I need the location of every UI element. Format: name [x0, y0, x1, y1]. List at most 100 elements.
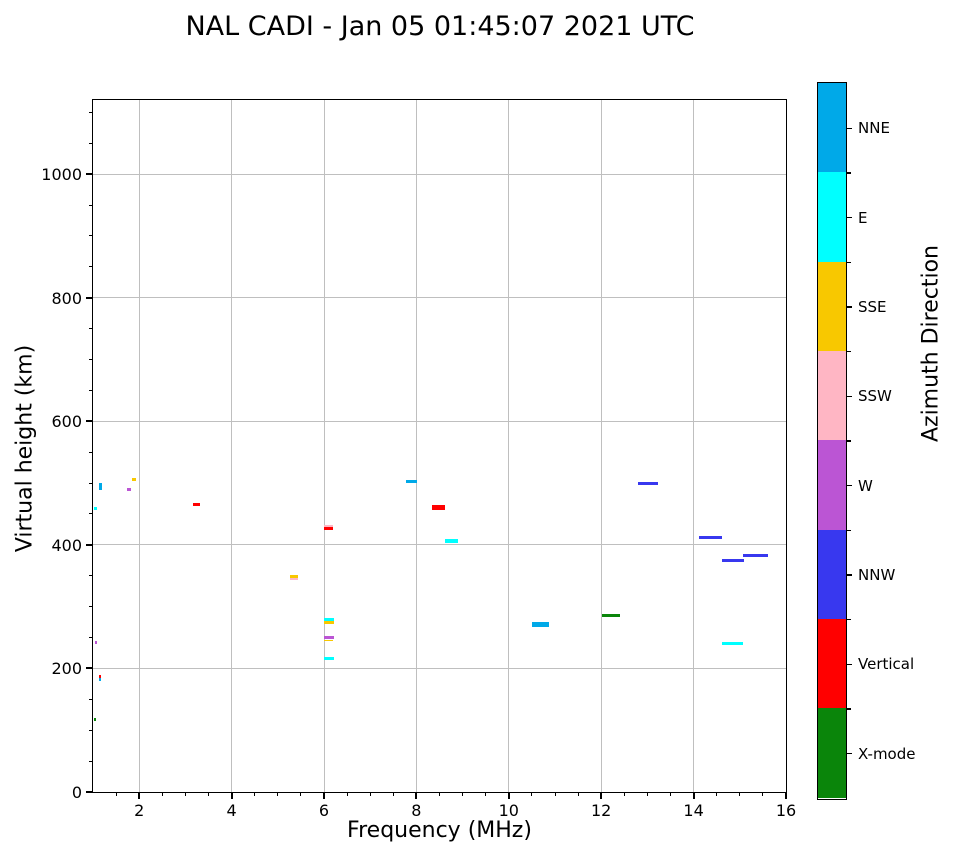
x-major-tick-16 [785, 792, 787, 799]
colorbar-label-nnw: NNW [858, 566, 896, 585]
data-point-nne [98, 678, 102, 682]
gridline-y-1000 [93, 173, 786, 175]
x-tick-label-6: 6 [318, 801, 330, 820]
colorbar-boundary-tick [847, 618, 851, 621]
x-minor-tick [531, 792, 533, 796]
x-minor-tick [739, 792, 741, 796]
data-point-sse [324, 621, 334, 624]
gridline-y-200 [93, 667, 786, 669]
data-point-w [127, 488, 132, 492]
colorbar-segment-x-mode [818, 708, 846, 798]
data-point-e [93, 507, 97, 510]
colorbar-segment-w [818, 440, 846, 530]
x-major-tick-14 [692, 792, 695, 799]
y-tick-label-800: 800 [51, 288, 82, 308]
colorbar-segment-sse [818, 261, 846, 352]
x-minor-tick [254, 792, 256, 796]
colorbar-boundary-tick [847, 708, 851, 710]
data-point-nnw [721, 558, 745, 562]
x-minor-tick [646, 792, 648, 796]
y-minor-tick [89, 389, 93, 391]
x-minor-tick [439, 792, 440, 796]
data-point-ssw [324, 525, 334, 528]
colorbar-label-x-mode: X-mode [858, 744, 916, 763]
x-axis-label: Frequency (MHz) [347, 818, 532, 843]
x-minor-tick [762, 792, 764, 796]
x-tick-label-4: 4 [226, 801, 237, 820]
x-minor-tick [115, 792, 117, 796]
y-major-tick-800 [86, 296, 93, 299]
y-major-tick-400 [86, 543, 93, 546]
data-point-e [324, 657, 334, 660]
colorbar-boundary-tick [847, 172, 851, 174]
x-tick-label-2: 2 [134, 801, 145, 820]
gridline-x-4 [231, 100, 233, 792]
data-point-e [721, 642, 744, 646]
x-minor-tick [300, 792, 302, 796]
x-minor-tick [577, 792, 579, 796]
y-minor-tick [89, 637, 93, 639]
x-tick-label-14: 14 [683, 801, 704, 820]
y-major-tick-1000 [86, 173, 93, 176]
gridline-x-16 [785, 100, 787, 792]
x-tick-label-12: 12 [591, 801, 612, 820]
data-point-nne [406, 479, 418, 483]
x-minor-tick [161, 792, 163, 796]
colorbar-tick [847, 395, 852, 398]
data-point-nnw [743, 553, 769, 557]
y-tick-label-200: 200 [51, 659, 82, 679]
colorbar-label-ssw: SSW [858, 387, 892, 406]
gridline-x-12 [600, 100, 602, 792]
colorbar-boundary-tick [847, 350, 851, 353]
data-point-ssw [289, 577, 298, 581]
y-major-tick-600 [86, 420, 93, 423]
colorbar-axis-label: Azimuth Direction [918, 244, 944, 443]
x-major-tick-4 [230, 792, 233, 799]
colorbar-tick [847, 574, 852, 576]
colorbar-boundary-tick [847, 261, 851, 264]
y-major-tick-200 [86, 667, 93, 670]
y-minor-tick [89, 235, 93, 237]
gridline-y-800 [93, 297, 786, 299]
data-point-nne [98, 483, 102, 491]
x-minor-tick [485, 792, 487, 796]
data-point-sse [324, 639, 333, 642]
x-minor-tick [184, 792, 186, 796]
gridline-y-600 [93, 420, 786, 422]
data-point-nnw [698, 535, 722, 539]
y-minor-tick [89, 451, 93, 453]
y-axis-label: Virtual height (km) [12, 344, 38, 553]
data-point-w [95, 641, 98, 644]
y-tick-label-1000: 1000 [41, 165, 82, 185]
data-point-e [324, 618, 334, 621]
x-minor-tick [346, 792, 348, 796]
data-point-sse [132, 478, 137, 482]
data-point-nne [531, 622, 549, 627]
data-point-vertical [98, 674, 102, 678]
x-major-tick-10 [507, 792, 510, 799]
x-tick-label-8: 8 [411, 801, 422, 820]
y-minor-tick [89, 575, 93, 577]
colorbar-tick [847, 127, 852, 130]
gridline-x-10 [508, 100, 510, 792]
colorbar [817, 82, 847, 800]
x-minor-tick [554, 792, 556, 796]
colorbar-segment-vertical [818, 619, 846, 709]
x-minor-tick [208, 792, 209, 796]
colorbar-tick [847, 484, 852, 487]
colorbar-tick [847, 216, 852, 219]
x-minor-tick [623, 792, 625, 796]
x-minor-tick [369, 792, 371, 796]
data-point-vertical [324, 527, 334, 531]
y-minor-tick [89, 266, 93, 268]
y-minor-tick [89, 760, 93, 762]
plot-area [93, 100, 787, 792]
gridline-x-6 [323, 100, 325, 792]
colorbar-segment-nnw [818, 529, 846, 620]
x-minor-tick [716, 792, 718, 796]
data-point-vertical [193, 503, 200, 507]
y-minor-tick [89, 204, 93, 206]
data-point-vertical [432, 505, 446, 511]
y-major-tick-0 [86, 791, 93, 793]
